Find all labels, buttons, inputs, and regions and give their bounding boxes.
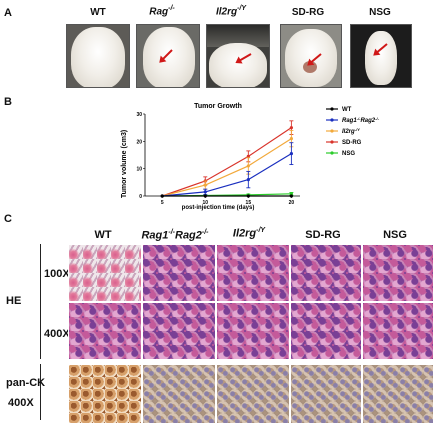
histology-column-sdrg: SD-RG [305, 229, 341, 241]
histology-tile [290, 244, 362, 302]
histology-tile [142, 244, 216, 302]
tumor-growth-chart: Tumor Growth Tumor volume (cm3) post-inj… [121, 103, 380, 211]
histology-tile [68, 364, 142, 424]
series-line [162, 153, 292, 197]
x-tick-label: 5 [161, 200, 164, 206]
histology-tile [216, 244, 290, 302]
histology-column-nsg: NSG [383, 229, 407, 241]
data-point [203, 183, 207, 187]
y-tick-label: 0 [139, 194, 142, 200]
panel-letter-a: A [4, 7, 12, 19]
photo-label-nsg: NSG [369, 7, 391, 18]
y-axis-label: Tumor volume (cm3) [121, 130, 128, 198]
histology-tile [216, 302, 290, 360]
histology-tile [362, 244, 434, 302]
legend-marker [330, 107, 334, 111]
legend-label: Il2rg-/Y [342, 127, 360, 136]
x-axis-label: post-injection time (days) [182, 205, 255, 211]
data-point [289, 194, 293, 198]
data-point [289, 192, 293, 196]
photo-label-rag: Rag-/- [149, 5, 175, 18]
legend-label: WT [342, 107, 352, 113]
photo-sdrg [280, 24, 342, 88]
photo-label-wt: WT [90, 7, 106, 18]
histology-tile [216, 364, 290, 424]
panel-letter-c: C [4, 213, 12, 225]
photo-wt [66, 24, 130, 88]
data-point [246, 178, 250, 182]
y-tick-label: 30 [136, 112, 142, 118]
chart-title: Tumor Growth [194, 103, 242, 110]
legend-marker [330, 140, 334, 144]
row-label-ck-400x: 400X [8, 397, 34, 409]
y-tick-label: 10 [136, 167, 142, 173]
photo-il2rg [206, 24, 270, 88]
photo-label-il2rg: Il2rg-/Y [215, 5, 247, 18]
legend-marker [330, 151, 334, 155]
photo-rag [136, 24, 200, 88]
data-point [203, 190, 207, 194]
histology-tile [68, 302, 142, 360]
legend-label: Rag1-/-Rag2-/- [342, 116, 380, 125]
histology-tile [362, 302, 434, 360]
legend-marker [330, 129, 334, 133]
photo-nsg [350, 24, 412, 88]
ck-bracket [40, 364, 41, 420]
x-tick-label: 15 [246, 200, 252, 206]
legend-label: SD-RG [342, 140, 362, 146]
row-label-400x: 400X [44, 328, 70, 340]
x-tick-label: 10 [202, 200, 208, 206]
series-line [162, 127, 292, 197]
data-point [246, 194, 250, 198]
histology-tile [142, 302, 216, 360]
y-tick-label: 20 [136, 139, 142, 145]
row-label-he: HE [6, 295, 22, 307]
data-point [289, 137, 293, 141]
histology-tile [68, 244, 142, 302]
data-point [289, 152, 293, 156]
panel-letter-b: B [4, 96, 12, 108]
photo-label-sdrg: SD-RG [291, 7, 325, 18]
histology-column-wt: WT [94, 229, 112, 241]
histology-tile [362, 364, 434, 424]
data-point [246, 154, 250, 158]
histology-tile [142, 364, 216, 424]
series-line [162, 138, 292, 197]
histology-column-rag: Rag1-/-Rag2-/- [141, 229, 209, 242]
histology-tile [290, 302, 362, 360]
he-bracket [40, 244, 41, 359]
row-label-pan-ck: pan-CK [6, 377, 46, 389]
data-point [246, 164, 250, 168]
legend-label: NSG [342, 151, 355, 157]
data-point [203, 194, 207, 198]
data-point [160, 194, 164, 198]
data-point [289, 126, 293, 130]
row-label-100x: 100X [44, 268, 70, 280]
histology-tile [290, 364, 362, 424]
histology-column-il2rg: Il2rg-/Y [232, 227, 266, 240]
legend-marker [330, 118, 334, 122]
x-tick-label: 20 [289, 200, 295, 206]
